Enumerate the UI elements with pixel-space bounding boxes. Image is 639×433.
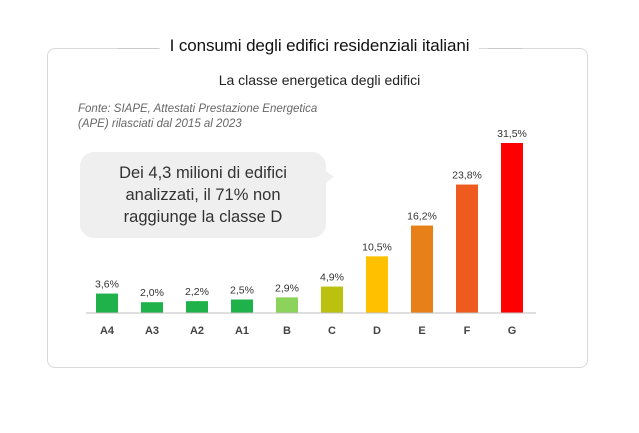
value-label-a2: 2,2% bbox=[185, 286, 209, 298]
tick-label-a2: A2 bbox=[190, 325, 204, 337]
bar-g bbox=[501, 143, 523, 313]
value-label-b: 2,9% bbox=[275, 282, 299, 294]
page-title: I consumi degli edifici residenziali ita… bbox=[159, 36, 480, 56]
tick-label-d: D bbox=[373, 325, 381, 337]
source-line-2: (APE) rilasciati dal 2015 al 2023 bbox=[78, 118, 242, 130]
tick-label-g: G bbox=[508, 325, 517, 337]
callout-tail bbox=[324, 170, 334, 184]
value-label-a1: 2,5% bbox=[230, 285, 254, 297]
title-rule-left bbox=[118, 48, 158, 49]
source-note: Fonte: SIAPE, Attestati Prestazione Ener… bbox=[78, 102, 398, 132]
bar-d bbox=[366, 256, 388, 313]
value-label-a4: 3,6% bbox=[95, 279, 119, 291]
tick-label-e: E bbox=[418, 325, 425, 337]
value-label-d: 10,5% bbox=[362, 241, 392, 253]
value-label-e: 16,2% bbox=[407, 211, 437, 223]
bar-a3 bbox=[141, 302, 163, 313]
tick-label-a4: A4 bbox=[100, 325, 115, 337]
value-label-f: 23,8% bbox=[452, 170, 482, 182]
tick-label-a3: A3 bbox=[145, 325, 159, 337]
bar-b bbox=[276, 297, 298, 313]
tick-label-b: B bbox=[283, 325, 291, 337]
callout-bubble: Dei 4,3 milioni di edifici analizzati, i… bbox=[80, 152, 326, 238]
value-label-g: 31,5% bbox=[497, 128, 527, 140]
value-label-c: 4,9% bbox=[320, 272, 344, 284]
value-label-a3: 2,0% bbox=[140, 287, 164, 299]
tick-label-a1: A1 bbox=[235, 325, 249, 337]
bar-e bbox=[411, 225, 433, 313]
title-rule-right bbox=[488, 48, 522, 49]
bar-a4 bbox=[96, 293, 118, 313]
source-line-1: Fonte: SIAPE, Attestati Prestazione Ener… bbox=[78, 103, 318, 115]
bar-f bbox=[456, 184, 478, 313]
bar-a1 bbox=[231, 299, 253, 313]
callout-text: Dei 4,3 milioni di edifici analizzati, i… bbox=[119, 164, 287, 226]
bar-a2 bbox=[186, 301, 208, 313]
tick-label-f: F bbox=[464, 325, 471, 337]
chart-subtitle: La classe energetica degli edifici bbox=[218, 72, 421, 88]
tick-label-c: C bbox=[328, 325, 336, 337]
bar-c bbox=[321, 286, 343, 313]
